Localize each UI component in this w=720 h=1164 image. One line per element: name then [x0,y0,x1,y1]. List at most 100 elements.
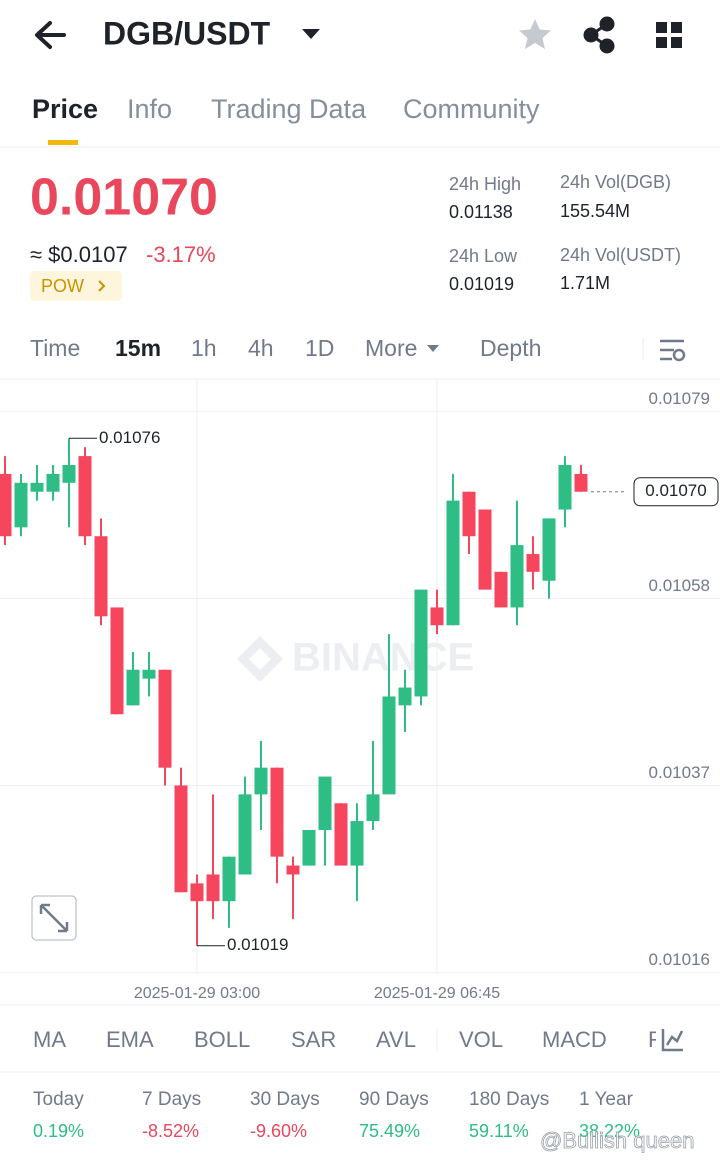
chart-watermark: BINANCE [292,636,474,680]
period-label: 7 Days [142,1089,201,1110]
expand-icon [39,903,69,933]
period-label: Today [33,1089,84,1110]
indicator[interactable]: EMA [106,1027,154,1052]
more-caret [427,345,439,352]
timeframe[interactable]: 1h [191,335,217,361]
timeframe[interactable]: 15m [115,335,161,361]
period-label: 180 Days [469,1089,549,1110]
period-label: 1 Year [579,1089,634,1110]
period-label: 30 Days [250,1089,320,1110]
y-tick-label: 0.01037 [649,763,710,782]
timeframe[interactable]: Time [30,335,80,361]
period-label: 90 Days [359,1089,429,1110]
candle-body [14,482,28,528]
candle-body [78,456,92,537]
candle-body [0,473,12,537]
y-tick-label: 0.01058 [649,576,710,595]
indicator-settings[interactable] [661,1029,684,1052]
candle-body [430,607,444,626]
indicator[interactable]: AVL [376,1027,416,1052]
candle-body [382,696,396,795]
period-change: -8.52% [142,1121,199,1141]
candle-body [206,874,220,902]
tab[interactable]: Info [127,94,172,124]
timeframe[interactable]: More [365,335,417,361]
timeframe[interactable]: 1D [305,335,334,361]
candle-body [462,491,476,537]
tag-arrow [98,280,106,292]
y-tick-label: 0.01079 [649,389,710,408]
fade [656,1022,720,1062]
period-change: 38.22% [579,1121,640,1141]
stat-label: 24h Low [449,246,518,266]
timeframe[interactable]: 4h [248,335,274,361]
last-price-label: 0.01070 [645,481,706,500]
stat-value: 0.01138 [449,202,513,222]
tab[interactable]: Community [403,94,540,124]
candle-body [542,518,556,581]
candlestick-chart: BINANCE 2025-01-29 03:00 2025-01-29 06:45 0… [0,380,720,1002]
candle-body [126,669,140,706]
candle-body [446,500,460,626]
timeframe[interactable]: Depth [480,335,541,361]
indicator[interactable]: MACD [542,1027,607,1052]
candle-body [110,607,124,715]
watermark-logo [237,636,283,682]
stat-label: 24h Vol(DGB) [560,172,671,192]
pair-title[interactable]: DGB/USDT [103,15,271,51]
period-change: -9.60% [250,1121,307,1141]
indicator[interactable]: VOL [459,1027,503,1052]
stat-value: 0.01019 [449,274,514,294]
back-button[interactable] [35,21,66,49]
tab[interactable]: Price [32,94,98,124]
layout-button[interactable] [656,22,682,48]
candle-body [270,767,284,857]
candle-body [494,571,508,608]
candle-body [158,669,172,768]
candle-body [62,465,76,483]
candle-body [142,669,156,679]
stat-label: 24h Vol(USDT) [560,245,681,265]
tab-indicator [48,140,78,145]
favorite-star[interactable] [519,19,551,49]
candle-body [238,794,252,875]
candle-body [318,776,332,830]
usd-price: ≈ $0.0107 [30,242,128,267]
pair-caret[interactable] [302,29,320,39]
x-tick-label: 2025-01-29 06:45 [374,985,500,1002]
tab[interactable]: Trading Data [211,94,367,124]
candle-body [222,856,236,902]
candle-body [398,687,412,706]
indicator[interactable]: BOLL [194,1027,250,1052]
candle-body [286,865,300,875]
stat-value: 1.71M [560,273,610,293]
tag-text[interactable]: POW [41,276,84,296]
candle-body [30,482,44,492]
price-change: -3.17% [146,242,216,267]
candle-body [46,473,60,492]
stat-label: 24h High [449,174,521,194]
last-price: 0.01070 [30,169,218,227]
low-label: 0.01019 [227,935,288,954]
high-label: 0.01076 [99,428,160,447]
candle-body [94,536,108,617]
candle-body [302,829,316,866]
candle-body [174,785,188,893]
candle-body [350,821,364,866]
candle-body [574,473,588,492]
candle-body [190,883,204,902]
period-change: 0.19% [33,1121,84,1141]
indicator[interactable]: SAR [291,1027,336,1052]
candle-body [366,794,380,822]
candle-body [526,554,540,572]
x-tick-label: 2025-01-29 03:00 [134,985,260,1002]
last-price-box [633,477,719,507]
period-change: 75.49% [359,1121,420,1141]
indicator[interactable]: MA [33,1027,66,1052]
tag-badge[interactable] [30,271,122,301]
candle-body [478,509,492,590]
chart-settings[interactable] [660,339,686,362]
share-button[interactable] [583,16,615,54]
